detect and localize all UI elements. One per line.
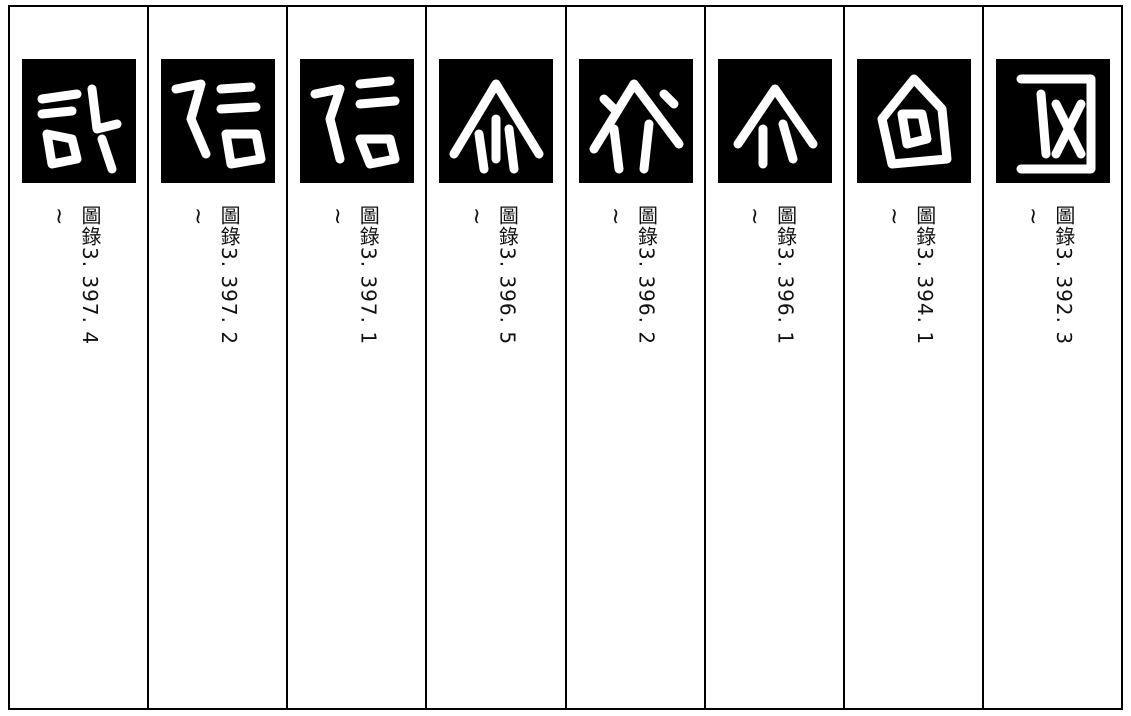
mark: ~ xyxy=(880,207,906,226)
seal-image xyxy=(439,59,554,183)
seal-image xyxy=(578,59,693,183)
mark: ~ xyxy=(324,207,350,226)
seal-image xyxy=(161,59,276,183)
column: ~ 圖錄3. 396. 1 xyxy=(703,7,843,708)
seal-glyph xyxy=(310,76,400,169)
column: ~ 圖錄3. 396. 5 xyxy=(425,7,564,708)
seal-image xyxy=(717,59,832,183)
column: ~ 圖錄3. 397. 2 xyxy=(147,7,286,708)
seal-glyph xyxy=(733,84,818,169)
column: ~ 圖錄3. 397. 1 xyxy=(286,7,425,708)
seal-glyph xyxy=(589,79,683,174)
column: ~ 圖錄3. 394. 1 xyxy=(842,7,982,708)
seal-glyph xyxy=(171,79,266,169)
column: ~ 圖錄3. 396. 2 xyxy=(564,7,704,708)
mark: ~ xyxy=(463,207,489,226)
label: 圖錄3. 396. 5 xyxy=(495,205,520,346)
seal-background xyxy=(717,59,832,183)
seal-glyph xyxy=(37,84,122,174)
seal-background xyxy=(300,59,415,183)
mark: ~ xyxy=(741,207,767,226)
label: 圖錄3. 396. 1 xyxy=(773,205,798,346)
seal-image xyxy=(22,59,136,183)
label: 圖錄3. 396. 2 xyxy=(634,205,659,346)
column: ~ 圖錄3. 397. 4 xyxy=(10,7,147,708)
label: 圖錄3. 397. 1 xyxy=(356,205,381,346)
label: 圖錄3. 397. 2 xyxy=(217,205,242,346)
seal-background xyxy=(161,59,276,183)
column: ~ 圖錄3. 392. 3 xyxy=(981,7,1121,708)
seal-background xyxy=(578,59,693,183)
seal-image xyxy=(856,59,971,183)
mark: ~ xyxy=(185,207,211,226)
label: 圖錄3. 397. 4 xyxy=(78,205,102,346)
sheet: ~ 圖錄3. 397. 4 ~ 圖錄3. 397. 2 ~ 圖錄3. 397. 1 ~ 圖錄3… xyxy=(8,5,1123,710)
label: 圖錄3. 394. 1 xyxy=(912,205,937,346)
mark: ~ xyxy=(602,207,628,226)
mark: ~ xyxy=(1019,207,1045,226)
seal-glyph xyxy=(877,74,952,169)
mark: ~ xyxy=(46,207,71,226)
seal-glyph xyxy=(1016,74,1096,174)
seal-image xyxy=(300,59,415,183)
label: 圖錄3. 392. 3 xyxy=(1051,205,1076,346)
seal-image xyxy=(995,59,1110,183)
seal-glyph xyxy=(449,79,544,174)
